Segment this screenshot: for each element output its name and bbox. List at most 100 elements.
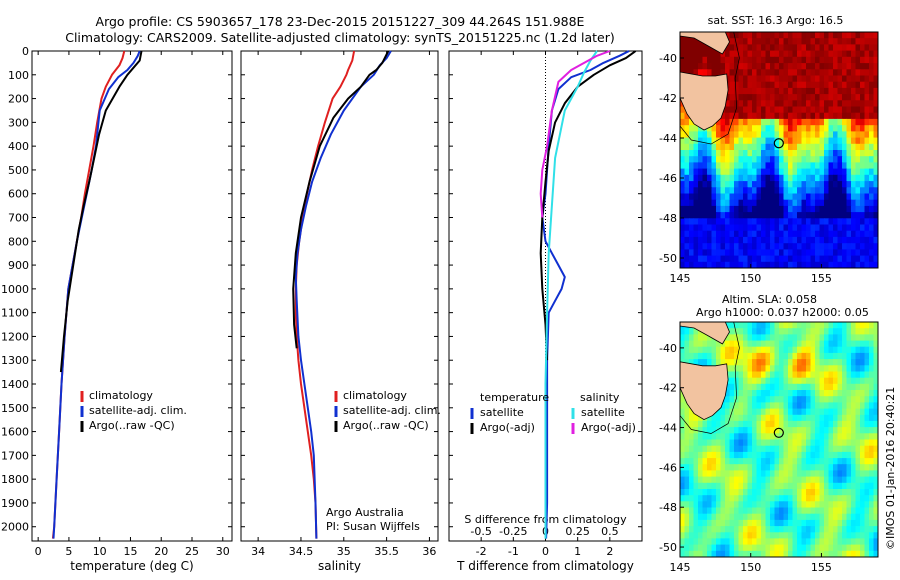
- annotation-line: PI: Susan Wijffels: [326, 520, 420, 533]
- depth-tick-label: 2000: [1, 521, 29, 534]
- map-ytick-label: -48: [659, 212, 677, 225]
- legend-label: climatology: [89, 389, 153, 402]
- depth-contour: [680, 32, 740, 145]
- series-line: [539, 50, 637, 361]
- sst-map-title: sat. SST: 16.3 Argo: 16.5: [707, 14, 844, 27]
- mainland-land: [680, 32, 730, 55]
- legend-group-label: temperature: [480, 391, 549, 404]
- sla-map-frame: [679, 321, 879, 558]
- xtick-label: 10: [93, 545, 107, 558]
- xtick-label: 5: [65, 545, 72, 558]
- figure-title-line2: Climatology: CARS2009. Satellite-adjuste…: [65, 30, 615, 45]
- map-ytick-label: -44: [659, 132, 677, 145]
- series-line: [539, 50, 611, 218]
- map-ytick-label: -40: [659, 342, 677, 355]
- depth-tick-label: 400: [8, 140, 29, 153]
- map-ytick-label: -50: [659, 541, 677, 554]
- depth-contour: [680, 322, 740, 434]
- depth-tick-label: 1000: [1, 283, 29, 296]
- map-xtick-label: 145: [670, 561, 691, 574]
- depth-tick-label: 1400: [1, 378, 29, 391]
- xtick-label: 0: [35, 545, 42, 558]
- legend-label: satellite: [480, 406, 524, 419]
- depth-tick-label: 600: [8, 188, 29, 201]
- depth-tick-label: 1500: [1, 402, 29, 415]
- depth-tick-label: 0: [22, 45, 29, 58]
- depth-tick-label: 100: [8, 69, 29, 82]
- xtick-label: 2: [606, 545, 613, 558]
- mainland-land: [680, 322, 730, 345]
- depth-tick-label: 1700: [1, 449, 29, 462]
- depth-tick-label: 1100: [1, 307, 29, 320]
- sst-field: [680, 32, 878, 268]
- panel-temp-frame: [31, 50, 233, 542]
- depth-tick-label: 300: [8, 116, 29, 129]
- sla-field: [680, 322, 878, 557]
- legend-label: Argo(..raw -QC): [343, 419, 429, 432]
- xtick-label: 1: [574, 545, 581, 558]
- depth-tick-label: 1300: [1, 354, 29, 367]
- xlabel: salinity: [318, 559, 361, 573]
- depth-tick-label: 500: [8, 164, 29, 177]
- depth-tick-label: 900: [8, 259, 29, 272]
- map-ytick-label: -40: [659, 52, 677, 65]
- xtick-top-label: 0.25: [565, 525, 590, 538]
- legend-label: climatology: [343, 389, 407, 402]
- map-xtick-label: 145: [670, 272, 691, 285]
- legend-label: satellite: [581, 406, 625, 419]
- series-line: [292, 50, 390, 349]
- sla-map-title: Altim. SLA: 0.058: [721, 293, 818, 306]
- sla-map: 145 150 155 -40 -42 -44 -46 -48 -50: [659, 321, 879, 574]
- xtick-label: 36: [422, 545, 436, 558]
- map-xtick-label: 155: [811, 561, 832, 574]
- tasmania-land: [680, 71, 729, 131]
- xtick-label: 25: [185, 545, 199, 558]
- series-line: [541, 50, 630, 539]
- legend-group-label: salinity: [580, 391, 620, 404]
- legend-label: satellite-adj. clim.: [343, 404, 441, 417]
- legend-label: Argo(-adj): [581, 421, 636, 434]
- tasmania-land: [680, 361, 729, 421]
- xtick-label: 34.5: [289, 545, 314, 558]
- panel-sal: 34 34.5 35 35.5 36 salinity climatology satelli…: [240, 50, 441, 573]
- xtick-label: 30: [216, 545, 230, 558]
- float-marker: [773, 138, 784, 149]
- xtick-label: 35: [337, 545, 351, 558]
- xtick-top-label: -0.5: [470, 525, 491, 538]
- series-line: [294, 50, 392, 539]
- series-line: [544, 50, 598, 539]
- sla-map-subtitle: Argo h1000: 0.037 h2000: 0.05: [696, 306, 869, 319]
- map-ytick-label: -42: [659, 382, 677, 395]
- map-xtick-label: 150: [740, 272, 761, 285]
- sst-map: 145 150 155 -40 -42 -44 -46 -48 -50: [659, 31, 879, 285]
- figure-title-line1: Argo profile: CS 5903657_178 23-Dec-2015…: [95, 14, 585, 29]
- map-ytick-label: -50: [659, 252, 677, 265]
- xtick-top-label: -0.25: [499, 525, 527, 538]
- map-ytick-label: -46: [659, 461, 677, 474]
- xtick-label: 0: [542, 545, 549, 558]
- xtick-label: 15: [123, 545, 137, 558]
- depth-tick-label: 1900: [1, 497, 29, 510]
- float-marker: [773, 427, 784, 438]
- map-ytick-label: -46: [659, 172, 677, 185]
- depth-tick-label: 1200: [1, 330, 29, 343]
- map-ytick-label: -48: [659, 501, 677, 514]
- map-xtick-label: 155: [811, 272, 832, 285]
- sst-map-frame: [679, 31, 879, 269]
- panel-sal-frame: [240, 50, 439, 542]
- depth-tick-label: 1800: [1, 473, 29, 486]
- annotation-line: Argo Australia: [326, 506, 404, 519]
- legend-label: satellite-adj. clim.: [89, 404, 187, 417]
- xtick-label: 20: [154, 545, 168, 558]
- depth-tick-label: 200: [8, 93, 29, 106]
- depth-tick-label: 700: [8, 212, 29, 225]
- xtick-label: -1: [508, 545, 519, 558]
- xtick-label: -2: [476, 545, 487, 558]
- map-ytick-label: -42: [659, 92, 677, 105]
- imos-credit: ©IMOS 01-Jan-2016 20:40:21: [884, 386, 897, 550]
- legend-label: Argo(-adj): [480, 421, 535, 434]
- depth-tick-label: 800: [8, 235, 29, 248]
- xlabel: temperature (deg C): [70, 559, 193, 573]
